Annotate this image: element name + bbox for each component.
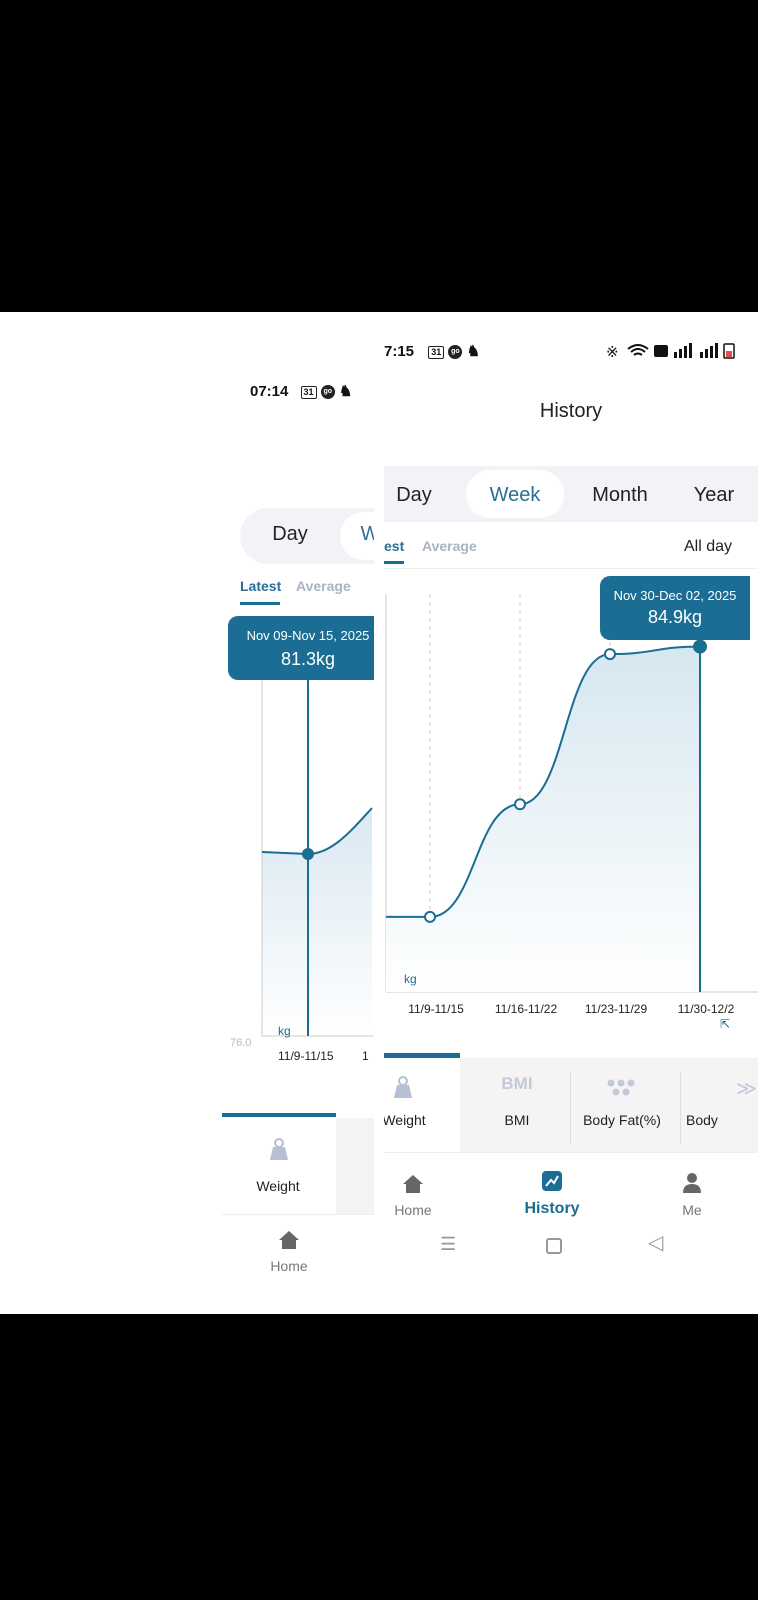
x-tick-label: 11/23-11/29	[584, 1002, 648, 1016]
tab-week-pill[interactable]	[340, 512, 374, 560]
metric-bodyfat-label[interactable]: Body Fat(%)	[583, 1112, 661, 1128]
area-fill	[386, 646, 700, 992]
calendar-icon: 31	[428, 345, 445, 359]
nav-me[interactable]: Me	[682, 1202, 702, 1218]
nav-home-back[interactable]: Home	[270, 1258, 308, 1274]
subtab-divider	[384, 568, 758, 569]
signal-icon-2	[700, 343, 718, 358]
weight-chart	[385, 594, 758, 993]
metric-weight-label[interactable]: Weight	[256, 1178, 300, 1194]
notification-icon: ♞	[466, 343, 481, 360]
menu-nav-icon[interactable]: ☰	[440, 1234, 457, 1254]
series-line	[386, 645, 701, 918]
nav-history[interactable]: History	[524, 1200, 580, 1217]
x-tick-back: 11/9-11/15	[278, 1049, 334, 1063]
data-point	[693, 639, 707, 654]
weight-icon	[390, 1076, 416, 1105]
data-point	[514, 798, 526, 811]
status-time: 07:14	[250, 383, 289, 400]
expand-icon[interactable]: ⇱	[720, 1017, 731, 1031]
notification-icon: ♞	[338, 383, 353, 400]
selected-tooltip: Nov 30-Dec 02, 2025 84.9kg	[600, 576, 750, 640]
tooltip-range: Nov 09-Nov 15, 2025	[246, 628, 370, 643]
data-point	[424, 910, 436, 923]
tooltip-value: 81.3kg	[280, 649, 336, 669]
tab-year[interactable]: Year	[693, 484, 735, 506]
status-icons: ※	[606, 342, 748, 365]
tab-week[interactable]: W	[360, 523, 374, 545]
subtab-indicator	[240, 602, 280, 605]
area-fill-back	[262, 808, 372, 1036]
dots-icon	[606, 1078, 636, 1103]
bluetooth-icon: ※	[606, 343, 619, 360]
filter-all-day[interactable]: All day	[684, 538, 733, 555]
metric-body-label[interactable]: Body	[686, 1112, 718, 1128]
calendar-icon: 31	[300, 385, 317, 399]
divider	[222, 1214, 374, 1215]
status-bar-front: 7:15 31 go ♞	[384, 342, 480, 360]
body-icon: ≫	[736, 1078, 757, 1100]
unit-label: kg	[404, 972, 417, 986]
tooltip-value: 84.9kg	[647, 607, 703, 627]
nav-home[interactable]: Home	[394, 1202, 432, 1218]
period-tabs	[384, 466, 758, 522]
metric-bmi-label[interactable]: BMI	[504, 1112, 530, 1128]
metric-indicator-back	[222, 1113, 336, 1117]
weight-icon	[266, 1138, 292, 1162]
bmi-icon: BMI	[501, 1074, 533, 1093]
home-icon[interactable]	[278, 1230, 300, 1255]
history-icon[interactable]	[542, 1171, 562, 1191]
x-tick-label: 11/16-11/22	[494, 1002, 558, 1016]
metric-weight-label[interactable]: Weight	[384, 1112, 426, 1128]
wifi-icon	[627, 344, 649, 356]
metric-card-next[interactable]	[336, 1118, 374, 1214]
x-tick-next-back: 1	[362, 1049, 369, 1063]
subtab-latest[interactable]: est	[384, 538, 405, 554]
status-time: 7:15	[384, 343, 415, 360]
chart-back	[261, 680, 374, 1037]
back-nav-icon[interactable]: ◁	[648, 1232, 664, 1254]
go-icon: go	[320, 385, 335, 400]
tab-day[interactable]: Day	[396, 484, 432, 506]
tab-week[interactable]: Week	[489, 484, 541, 506]
metric-card-weight[interactable]	[384, 1058, 460, 1152]
metric-indicator	[384, 1053, 460, 1058]
screenshot-canvas: 07:14 31 go ♞ Day W Latest Average Nov 0…	[0, 312, 758, 1314]
me-icon[interactable]	[682, 1172, 702, 1199]
tab-day[interactable]: Day	[272, 523, 308, 545]
status-bar-back: 07:14 31 go ♞	[250, 382, 352, 400]
metric-divider	[570, 1072, 571, 1144]
home-nav-icon[interactable]	[546, 1238, 562, 1254]
history-screen: 7:15 31 go ♞ ※ History Day Week Month Ye…	[384, 312, 758, 1314]
unit-label: kg	[278, 1024, 291, 1038]
battery-icon	[723, 343, 735, 359]
tab-week-pill[interactable]	[466, 470, 564, 518]
home-icon[interactable]	[402, 1174, 424, 1199]
divider	[384, 1152, 758, 1153]
x-tick-label: 11/30-12/2	[677, 1002, 735, 1016]
subtab-latest[interactable]: Latest	[240, 578, 282, 594]
data-point	[604, 648, 616, 661]
tooltip-range: Nov 30-Dec 02, 2025	[613, 588, 737, 603]
page-title: History	[539, 400, 603, 422]
data-point-back	[302, 848, 314, 860]
subtab-indicator	[384, 561, 404, 564]
previous-screen: 07:14 31 go ♞ Day W Latest Average Nov 0…	[222, 312, 374, 1314]
subtab-average[interactable]: Average	[422, 538, 477, 554]
tooltip-back: Nov 09-Nov 15, 2025 81.3kg	[228, 616, 374, 680]
call-icon	[654, 345, 668, 357]
y-min-label: 76.0	[230, 1037, 252, 1049]
x-tick-label: 11/9-11/15	[408, 1002, 464, 1016]
subtab-average[interactable]: Average	[296, 578, 351, 594]
tab-month[interactable]: Month	[592, 484, 648, 506]
metric-divider	[680, 1072, 681, 1144]
go-icon: go	[448, 345, 463, 360]
signal-icon-1	[674, 343, 692, 358]
chart-marks	[386, 594, 707, 992]
